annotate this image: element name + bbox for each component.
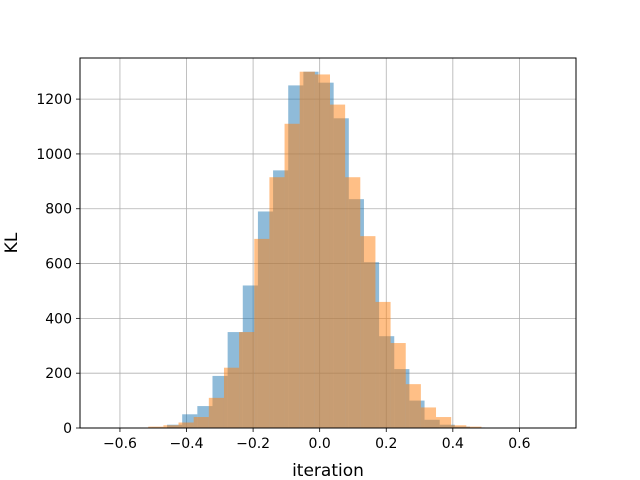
y-tick-label: 0 xyxy=(63,421,72,437)
histogram-bar xyxy=(148,426,164,428)
x-tick-label: −0.6 xyxy=(103,436,137,452)
x-tick-label: −0.2 xyxy=(236,436,270,452)
y-tick-label: 800 xyxy=(45,202,72,218)
histogram-bar xyxy=(299,71,315,428)
axis-ticks: −0.6 −0.4 −0.2 0.0 0.2 0.4 0.6 0 200 400 600 800 100… xyxy=(36,92,530,452)
histogram-bar xyxy=(193,417,209,428)
x-tick-label: 0.6 xyxy=(508,436,530,452)
histogram-bar xyxy=(239,332,255,428)
histogram-bar xyxy=(436,417,452,428)
y-tick-label: 1200 xyxy=(36,92,72,108)
histogram-bar xyxy=(254,238,270,428)
x-axis-label: iteration xyxy=(292,461,364,480)
histogram-bar xyxy=(178,422,194,428)
histogram-bar xyxy=(269,177,285,428)
histogram-bar xyxy=(314,74,330,428)
x-tick-label: 0.0 xyxy=(309,436,331,452)
histogram-bar xyxy=(466,426,482,428)
histogram-bar xyxy=(375,301,391,428)
y-axis-label: KL xyxy=(2,232,22,253)
histogram-bar xyxy=(420,407,437,428)
histogram-bar xyxy=(451,425,467,428)
histogram-bar xyxy=(163,425,179,428)
y-tick-label: 400 xyxy=(45,311,72,327)
plot-frame xyxy=(79,57,577,429)
histogram-bars xyxy=(148,71,501,429)
x-tick-label: 0.2 xyxy=(375,436,397,452)
y-tick-label: 200 xyxy=(45,366,72,382)
histogram-bar xyxy=(345,177,361,428)
histogram-bar xyxy=(405,384,421,428)
histogram-bar xyxy=(284,123,300,429)
histogram-bar xyxy=(208,397,224,428)
histogram-bar xyxy=(329,104,346,428)
x-tick-label: 0.4 xyxy=(442,436,464,452)
series-1-bars xyxy=(148,71,482,429)
x-tick-label: −0.4 xyxy=(170,436,204,452)
histogram-bar xyxy=(360,236,376,428)
histogram-bar xyxy=(390,343,406,428)
y-tick-label: 600 xyxy=(45,257,72,273)
histogram-bar xyxy=(223,367,240,428)
y-tick-label: 1000 xyxy=(36,147,72,163)
